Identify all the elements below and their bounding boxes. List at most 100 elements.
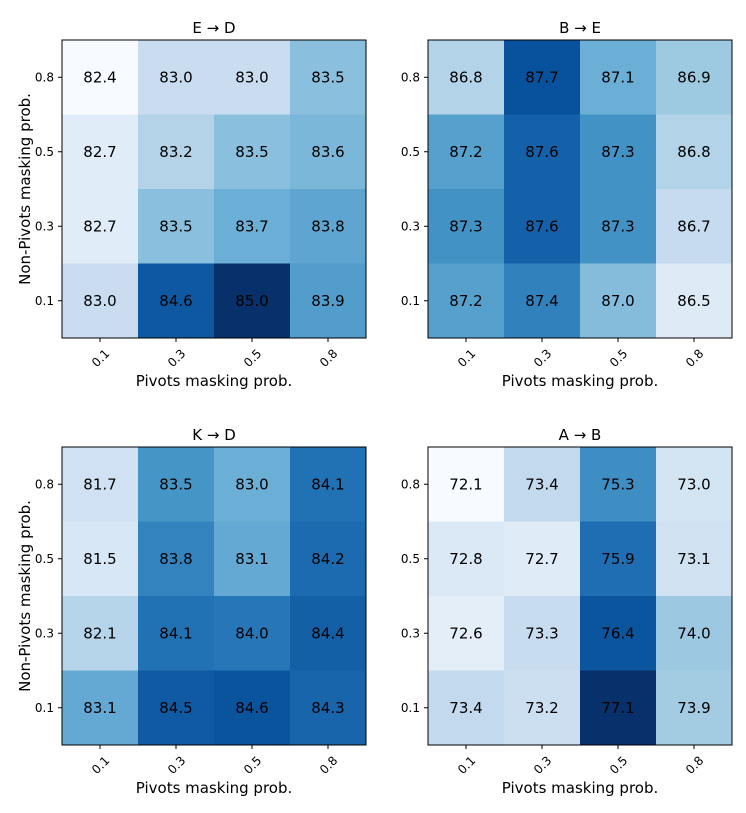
cell-value-label: 83.5: [159, 475, 192, 493]
cell-value-label: 84.6: [235, 699, 268, 717]
heatmap-cell: [428, 40, 505, 115]
heatmap-cell: [214, 114, 291, 190]
x-tick-label: 0.3: [165, 346, 188, 369]
cell-value-label: 87.3: [601, 143, 634, 161]
x-tick-label: 0.5: [241, 753, 264, 776]
heatmap-cell: [504, 670, 581, 746]
y-tick-label: 0.5: [401, 552, 420, 566]
y-tick-label: 0.3: [401, 219, 420, 233]
cell-value-label: 84.3: [311, 699, 344, 717]
heatmap-cell: [290, 40, 367, 115]
heatmap-cell: [504, 263, 581, 339]
cell-value-label: 83.6: [311, 143, 344, 161]
cell-value-label: 85.0: [235, 292, 268, 310]
x-axis-label: Pivots masking prob.: [136, 779, 293, 797]
cell-value-label: 76.4: [601, 624, 634, 642]
x-tick-label: 0.5: [607, 346, 630, 369]
heatmap-cell: [428, 263, 505, 339]
cell-value-label: 87.2: [449, 292, 482, 310]
x-tick-label: 0.8: [317, 753, 340, 776]
heatmap-cell: [62, 263, 139, 339]
heatmap-panel-2: 86.8 87.7 87.1 86.9 87.2 87.6 87.3 86.8 87.3 87.6…: [401, 19, 733, 390]
y-tick-label: 0.8: [35, 70, 54, 84]
cell-value-label: 87.3: [449, 217, 482, 235]
cell-value-label: 81.5: [83, 550, 116, 568]
cell-value-label: 87.4: [525, 292, 558, 310]
y-tick-label: 0.3: [35, 626, 54, 640]
cell-value-label: 87.6: [525, 217, 558, 235]
cell-value-label: 72.6: [449, 624, 482, 642]
heatmap-cell: [290, 670, 367, 746]
chart-title: B → E: [559, 19, 601, 37]
plot-frame: [427, 446, 733, 746]
cell-value-label: 82.4: [83, 68, 116, 86]
heatmap-cell: [428, 447, 505, 522]
y-tick-label: 0.1: [35, 701, 54, 715]
cell-value-label: 83.0: [235, 68, 268, 86]
cell-value-label: 84.4: [311, 624, 344, 642]
heatmap-cell: [138, 447, 215, 522]
cell-value-label: 83.8: [159, 550, 192, 568]
x-tick-label: 0.8: [317, 346, 340, 369]
cell-value-label: 83.0: [235, 475, 268, 493]
heatmap-cell: [504, 114, 581, 190]
cell-value-label: 86.8: [677, 143, 710, 161]
heatmap-cell: [656, 189, 733, 264]
heatmap-cell: [656, 263, 733, 339]
x-axis-label: Pivots masking prob.: [502, 372, 659, 390]
cell-value-label: 77.1: [601, 699, 634, 717]
y-tick-label: 0.3: [35, 219, 54, 233]
cell-value-label: 84.0: [235, 624, 268, 642]
heatmap-cell: [580, 596, 657, 671]
heatmap-cell: [214, 596, 291, 671]
heatmap-cell: [138, 114, 215, 190]
heatmap-cell: [138, 521, 215, 597]
heatmap-cell: [214, 40, 291, 115]
heatmap-cell: [580, 447, 657, 522]
cell-value-label: 87.0: [601, 292, 634, 310]
heatmap-cell: [62, 40, 139, 115]
heatmap-cell: [428, 670, 505, 746]
cell-value-label: 83.2: [159, 143, 192, 161]
cell-value-label: 83.0: [83, 292, 116, 310]
heatmap-cell: [656, 447, 733, 522]
cell-value-label: 83.7: [235, 217, 268, 235]
x-tick-label: 0.5: [241, 346, 264, 369]
heatmap-cell: [214, 447, 291, 522]
x-tick-label: 0.8: [683, 753, 706, 776]
heatmap-cell: [656, 40, 733, 115]
heatmap-panel-1: 82.4 83.0 83.0 83.5 82.7 83.2 83.5 83.6 82.7 83.5…: [16, 19, 367, 390]
cell-value-label: 83.5: [235, 143, 268, 161]
cell-value-label: 72.7: [525, 550, 558, 568]
x-tick-label: 0.1: [455, 753, 478, 776]
plot-frame: [427, 39, 733, 339]
cell-value-label: 73.4: [525, 475, 558, 493]
cell-value-label: 73.3: [525, 624, 558, 642]
heatmap-cell: [138, 670, 215, 746]
heatmap-cell: [656, 596, 733, 671]
heatmap-cell: [290, 521, 367, 597]
cell-value-label: 74.0: [677, 624, 710, 642]
heatmap-cell: [428, 114, 505, 190]
y-tick-label: 0.1: [401, 701, 420, 715]
heatmap-cell: [214, 521, 291, 597]
cell-value-label: 83.0: [159, 68, 192, 86]
cell-value-label: 86.7: [677, 217, 710, 235]
cell-value-label: 82.7: [83, 217, 116, 235]
heatmap-cell: [62, 189, 139, 264]
heatmap-cell: [290, 263, 367, 339]
heatmap-cell: [62, 447, 139, 522]
heatmap-panel-4: 72.1 73.4 75.3 73.0 72.8 72.7 75.9 73.1 72.6 73.3…: [401, 426, 733, 797]
x-tick-label: 0.3: [165, 753, 188, 776]
x-tick-label: 0.1: [455, 346, 478, 369]
cell-value-label: 81.7: [83, 475, 116, 493]
y-tick-label: 0.5: [35, 145, 54, 159]
heatmap-cell: [428, 596, 505, 671]
cell-value-label: 84.1: [159, 624, 192, 642]
cell-value-label: 87.1: [601, 68, 634, 86]
y-tick-label: 0.8: [401, 477, 420, 491]
y-axis-label: Non-Pivots masking prob.: [16, 93, 34, 285]
cell-value-label: 87.7: [525, 68, 558, 86]
y-axis-label: Non-Pivots masking prob.: [16, 500, 34, 692]
